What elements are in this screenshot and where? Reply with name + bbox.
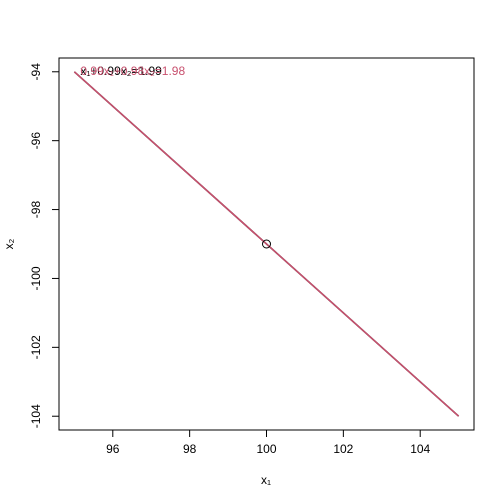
x-tick-label: 100 (256, 442, 276, 456)
x-axis-label: x₁ (261, 473, 271, 487)
y-axis-label: x₂ (2, 238, 16, 249)
x-tick-label: 104 (410, 442, 430, 456)
x-tick-label: 96 (106, 442, 120, 456)
equation-label: 0.99x₁+0.98x₂=1.98 (80, 64, 185, 78)
y-tick-label: -100 (29, 266, 43, 290)
x-tick-label: 98 (183, 442, 197, 456)
y-tick-label: -94 (29, 63, 43, 81)
y-tick-label: -102 (29, 335, 43, 359)
equation-label: x₁+0.99x₂=1.99 (80, 64, 162, 78)
y-tick-label: -96 (29, 132, 43, 150)
y-tick-label: -98 (29, 201, 43, 219)
point (262, 239, 271, 249)
x-tick-label: 102 (333, 442, 353, 456)
line (73, 71, 460, 417)
y-tick-label: -104 (29, 404, 43, 428)
